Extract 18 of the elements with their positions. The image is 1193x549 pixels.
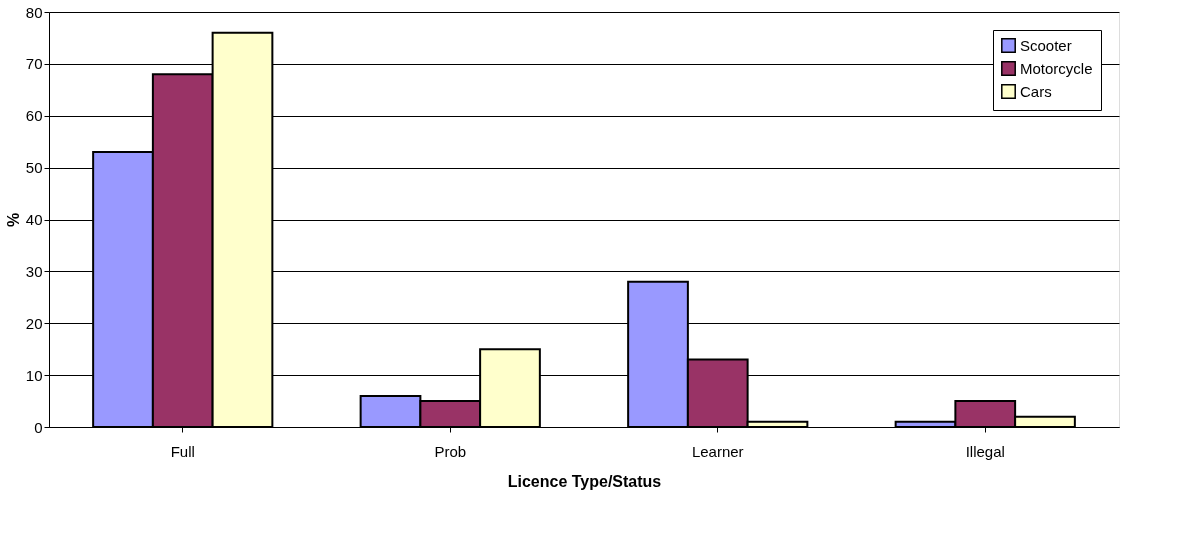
y-tick-label: 80: [25, 3, 43, 21]
legend-label: Motorcycle: [1020, 59, 1093, 77]
y-tick-label: 10: [25, 366, 43, 384]
y-tick-label: 70: [25, 55, 43, 73]
y-axis-title: %: [4, 212, 22, 228]
x-tick-label: Full: [170, 442, 195, 460]
y-tick-label: 50: [25, 159, 43, 177]
x-tick-label: Illegal: [965, 442, 1005, 460]
y-tick-label: 0: [34, 418, 43, 436]
x-axis-title: Licence Type/Status: [507, 472, 662, 490]
x-tick-label: Prob: [434, 442, 467, 460]
y-tick-label: 30: [25, 262, 43, 280]
legend-label: Scooter: [1020, 36, 1072, 54]
x-tick-label: Learner: [691, 442, 744, 460]
legend-label: Cars: [1020, 82, 1052, 100]
y-tick-label: 20: [25, 314, 43, 332]
y-tick-label: 40: [25, 211, 43, 228]
y-tick-label: 60: [25, 107, 43, 125]
